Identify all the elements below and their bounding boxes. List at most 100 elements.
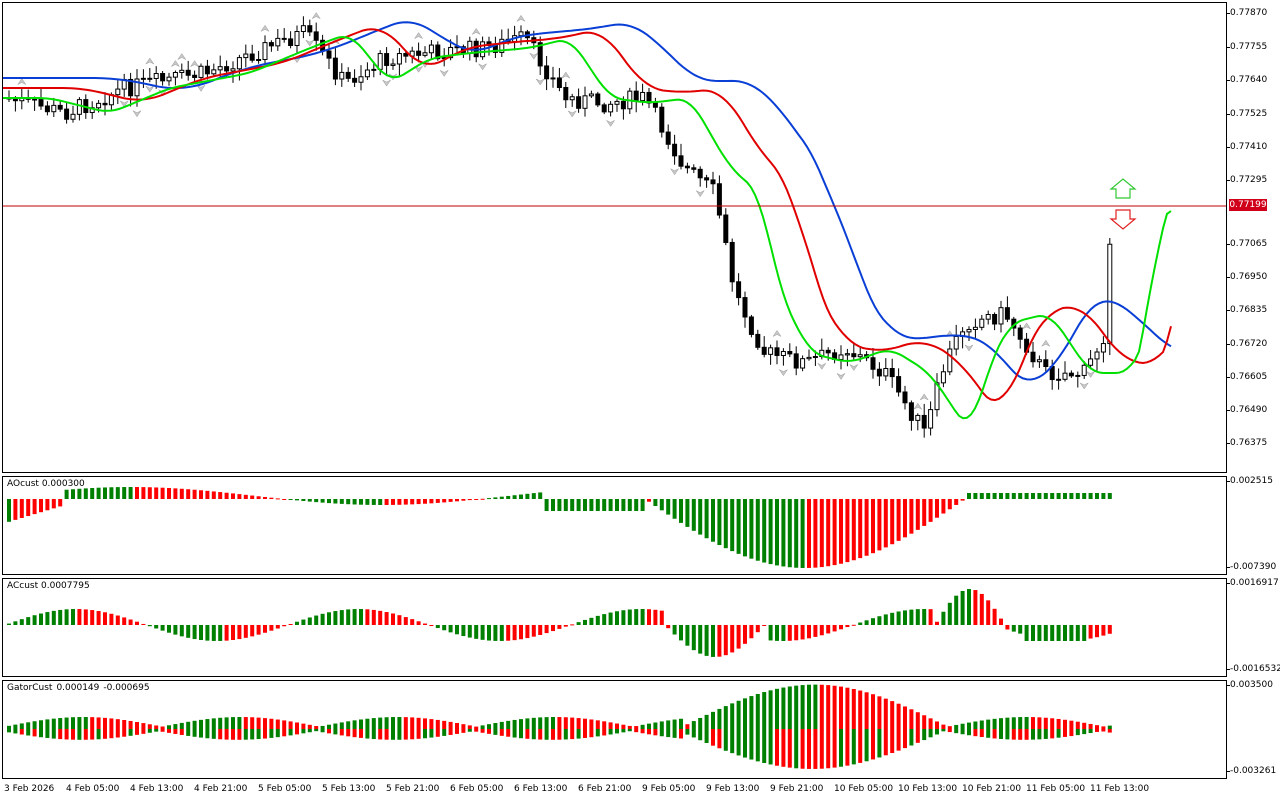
histogram-bar-lower <box>1075 729 1080 736</box>
candle-body <box>742 297 748 318</box>
histogram-bar-upper <box>666 720 671 729</box>
histogram-bar-upper <box>1018 717 1023 729</box>
time-label: 9 Feb 05:00 <box>642 784 696 794</box>
candle-body <box>38 99 44 107</box>
candle-body <box>723 214 729 243</box>
histogram-bar <box>109 487 114 499</box>
histogram-bar <box>455 625 459 635</box>
histogram-bar <box>864 620 869 625</box>
ac-histogram <box>7 589 1112 657</box>
histogram-bar <box>909 499 914 534</box>
histogram-bar <box>781 499 786 567</box>
histogram-bar-upper <box>435 719 440 729</box>
histogram-bar <box>96 611 101 625</box>
candlestick-chart[interactable] <box>3 3 1227 473</box>
histogram-bar <box>275 498 280 500</box>
histogram-bar-lower <box>96 729 101 740</box>
fractal-down-marker <box>778 369 789 377</box>
gator-indicator-pane[interactable]: GatorCust 0.000149 -0.000695 <box>2 680 1227 779</box>
candle-body <box>281 37 287 40</box>
histogram-bar-lower <box>173 729 178 734</box>
histogram-bar <box>263 625 267 633</box>
ao-axis: 0.002515 -0.007390 <box>1226 476 1280 575</box>
histogram-bar <box>461 625 466 637</box>
histogram-bar-lower <box>1056 729 1061 738</box>
histogram-bar-upper <box>717 708 722 729</box>
histogram-bar <box>807 625 811 639</box>
histogram-bar-lower <box>928 729 933 738</box>
histogram-bar <box>467 625 472 638</box>
histogram-bar <box>1075 625 1080 641</box>
gator-label-name: GatorCust <box>7 683 53 693</box>
histogram-bar-upper <box>1024 717 1029 729</box>
candle-body <box>896 376 902 393</box>
histogram-bar <box>749 499 754 559</box>
histogram-bar-upper <box>455 722 459 729</box>
time-axis[interactable]: 3 Feb 2026 4 Feb 05:00 4 Feb 13:00 4 Feb… <box>0 779 1228 800</box>
histogram-bar <box>474 625 479 639</box>
histogram-bar-upper <box>1095 725 1099 729</box>
histogram-bar <box>589 499 594 511</box>
histogram-bar <box>896 611 901 625</box>
histogram-bar-lower <box>288 729 293 736</box>
histogram-bar <box>711 499 715 542</box>
histogram-bar <box>448 499 453 502</box>
histogram-bar-lower <box>954 729 959 734</box>
histogram-bar <box>903 610 907 625</box>
candle-body <box>620 100 626 110</box>
histogram-bar-upper <box>525 718 530 729</box>
histogram-bar <box>877 616 882 625</box>
histogram-bar <box>103 612 107 625</box>
time-label: 5 Feb 13:00 <box>322 784 376 794</box>
histogram-bar <box>755 625 760 633</box>
histogram-bar <box>583 499 587 511</box>
histogram-bar <box>58 499 63 507</box>
histogram-bar <box>115 615 120 625</box>
candle-body <box>825 349 831 354</box>
histogram-bar <box>19 619 24 625</box>
histogram-bar <box>128 487 133 499</box>
candle-body <box>928 409 934 429</box>
histogram-bar <box>506 495 511 499</box>
candle-body <box>883 367 889 377</box>
histogram-bar <box>743 499 747 557</box>
histogram-bar-upper <box>333 723 338 729</box>
histogram-bar-lower <box>307 729 312 733</box>
ac-indicator-pane[interactable]: ACcust 0.0007795 <box>2 578 1227 677</box>
histogram-bar <box>173 625 178 635</box>
histogram-bar <box>435 499 440 503</box>
price-axis[interactable]: 0.77870 0.77755 0.77640 0.77525 0.77410 … <box>1226 2 1280 473</box>
histogram-bar-upper <box>1043 717 1048 729</box>
up-arrow-icon <box>1109 178 1137 199</box>
histogram-bar <box>448 625 453 633</box>
candle-body <box>748 316 754 335</box>
histogram-bar <box>992 608 997 625</box>
ao-indicator-pane[interactable]: AOcust 0.000300 <box>2 476 1227 575</box>
time-label: 3 Feb 2026 <box>4 784 55 794</box>
candle-body <box>396 53 402 65</box>
histogram-bar <box>877 499 882 551</box>
histogram-bar-lower <box>83 729 88 740</box>
candle-body <box>716 183 722 216</box>
histogram-bar <box>819 499 824 568</box>
histogram-bar-upper <box>928 718 933 729</box>
candle-body <box>998 307 1004 325</box>
histogram-bar <box>160 487 165 499</box>
candle-body <box>230 68 236 72</box>
histogram-bar <box>1037 493 1042 499</box>
histogram-bar-upper <box>1011 717 1016 729</box>
candle-body <box>128 78 134 97</box>
histogram-bar-lower <box>647 729 651 735</box>
price-chart-pane[interactable] <box>2 2 1227 473</box>
histogram-bar <box>39 499 43 513</box>
histogram-bar-upper <box>403 717 408 729</box>
histogram-bar <box>365 499 370 505</box>
histogram-bar-upper <box>122 720 127 729</box>
histogram-bar <box>32 499 37 515</box>
histogram-bar <box>83 609 88 625</box>
histogram-bar <box>627 609 632 625</box>
histogram-bar-upper <box>851 689 856 729</box>
histogram-bar <box>263 496 267 499</box>
histogram-bar <box>839 625 843 630</box>
histogram-bar <box>941 499 946 514</box>
